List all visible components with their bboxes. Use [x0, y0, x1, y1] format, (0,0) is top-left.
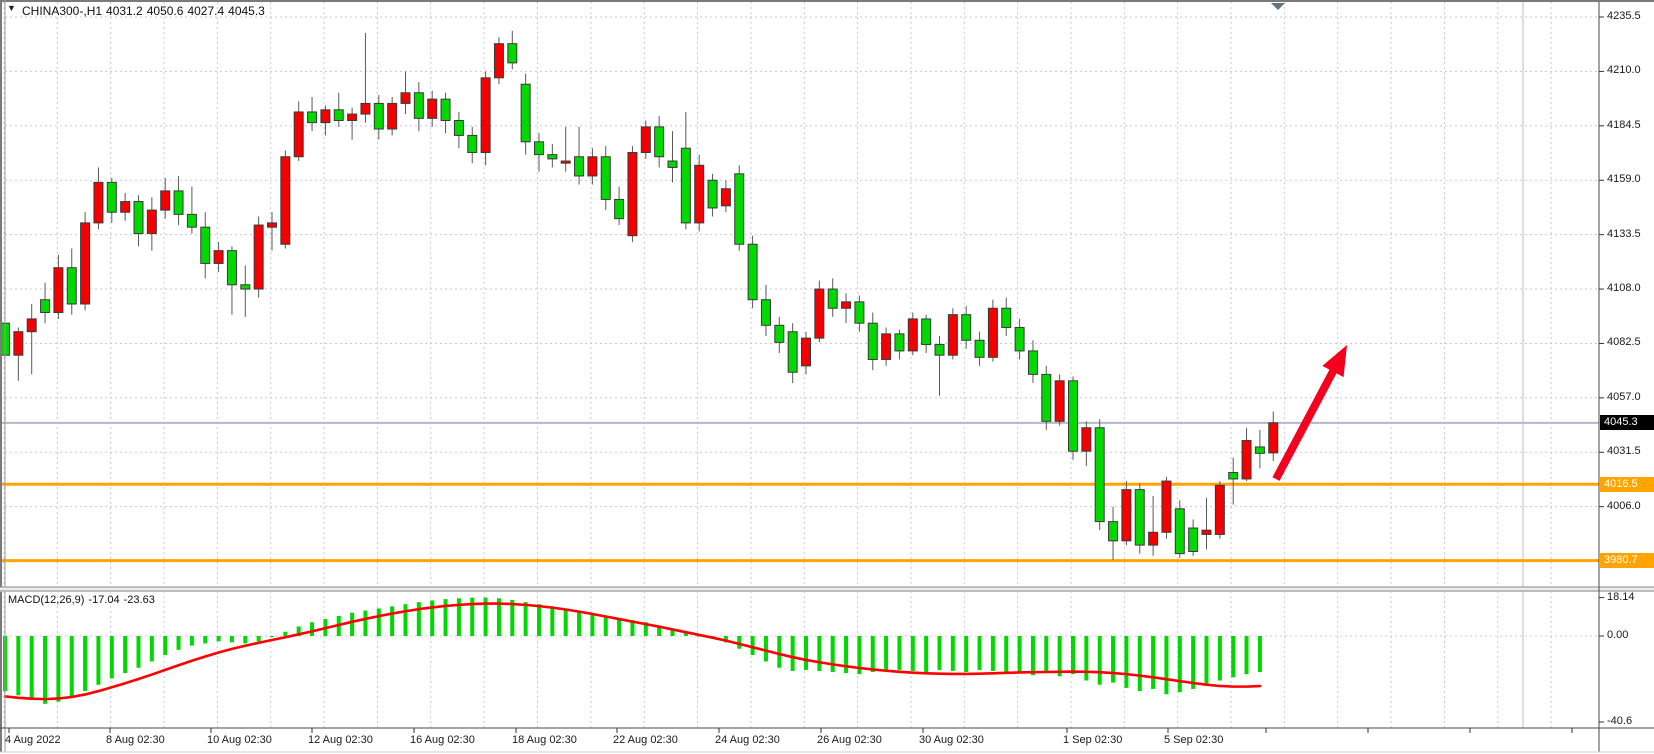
level-badge-upper: 4016.5 [1600, 476, 1654, 492]
trend-arrow-shaft [1272, 364, 1340, 481]
time-axis-label: 8 Aug 02:30 [106, 734, 165, 746]
macd-name: MACD(12,26,9) [8, 594, 85, 606]
price-axis[interactable]: 4235.5 4210.0 4184.5 4159.0 4133.5 4108.0 4082… [1600, 0, 1654, 728]
panel-splitter[interactable] [0, 587, 1654, 592]
time-axis-label: 30 Aug 02:30 [919, 734, 984, 746]
time-axis-label: 26 Aug 02:30 [817, 734, 882, 746]
time-axis-label: 4 Aug 2022 [5, 734, 61, 746]
ohlc-high: 4050.6 [146, 4, 184, 18]
price-axis-label: 4210.0 [1607, 64, 1641, 77]
price-axis-label: 4082.5 [1607, 336, 1641, 349]
symbol-timeframe-label: CHINA300-,H1 [22, 4, 103, 18]
macd-axis-label: 0.00 [1607, 629, 1629, 641]
time-axis-label: 22 Aug 02:30 [613, 734, 678, 746]
time-axis-label: 16 Aug 02:30 [410, 734, 475, 746]
price-axis-label: 4184.5 [1607, 118, 1641, 131]
time-axis-label: 5 Sep 02:30 [1164, 734, 1224, 746]
chart-title: CHINA300-,H1 4031.2 4050.6 4027.4 4045.3 [22, 4, 269, 18]
ohlc-close: 4045.3 [228, 4, 265, 18]
price-axis-label: 4006.0 [1607, 499, 1641, 512]
macd-main-value: -17.04 [88, 594, 120, 606]
macd-indicator-label: MACD(12,26,9) -17.04 -23.63 [8, 594, 159, 606]
ohlc-open: 4031.2 [106, 4, 143, 18]
price-axis-label: 4159.0 [1607, 173, 1641, 186]
macd-axis-label: 18.14 [1607, 590, 1635, 603]
symbol-dropdown-icon[interactable]: ▼ [7, 3, 16, 13]
price-axis-label: 4235.5 [1607, 10, 1641, 22]
time-axis-label: 10 Aug 02:30 [207, 734, 272, 746]
current-price-badge: 4045.3 [1600, 415, 1654, 431]
price-axis-label: 4031.5 [1607, 445, 1641, 458]
ohlc-low: 4027.4 [187, 4, 225, 18]
price-axis-label: 4057.0 [1607, 390, 1641, 403]
time-axis-label: 12 Aug 02:30 [308, 734, 373, 746]
time-axis-label: 18 Aug 02:30 [512, 734, 577, 746]
trend-arrow-head [1322, 345, 1347, 378]
macd-signal-value: -23.63 [123, 594, 155, 606]
time-axis[interactable]: 4 Aug 2022 8 Aug 02:30 10 Aug 02:30 12 Aug … [0, 729, 1654, 754]
time-axis-label: 24 Aug 02:30 [715, 734, 780, 746]
price-axis-label: 4133.5 [1607, 227, 1641, 240]
macd-axis-label: -40.6 [1607, 714, 1633, 727]
level-badge-lower: 3980.7 [1600, 553, 1654, 569]
chart-shift-marker-icon [1271, 3, 1285, 10]
price-axis-label: 4108.0 [1607, 282, 1641, 295]
time-axis-label: 1 Sep 02:30 [1063, 734, 1123, 746]
